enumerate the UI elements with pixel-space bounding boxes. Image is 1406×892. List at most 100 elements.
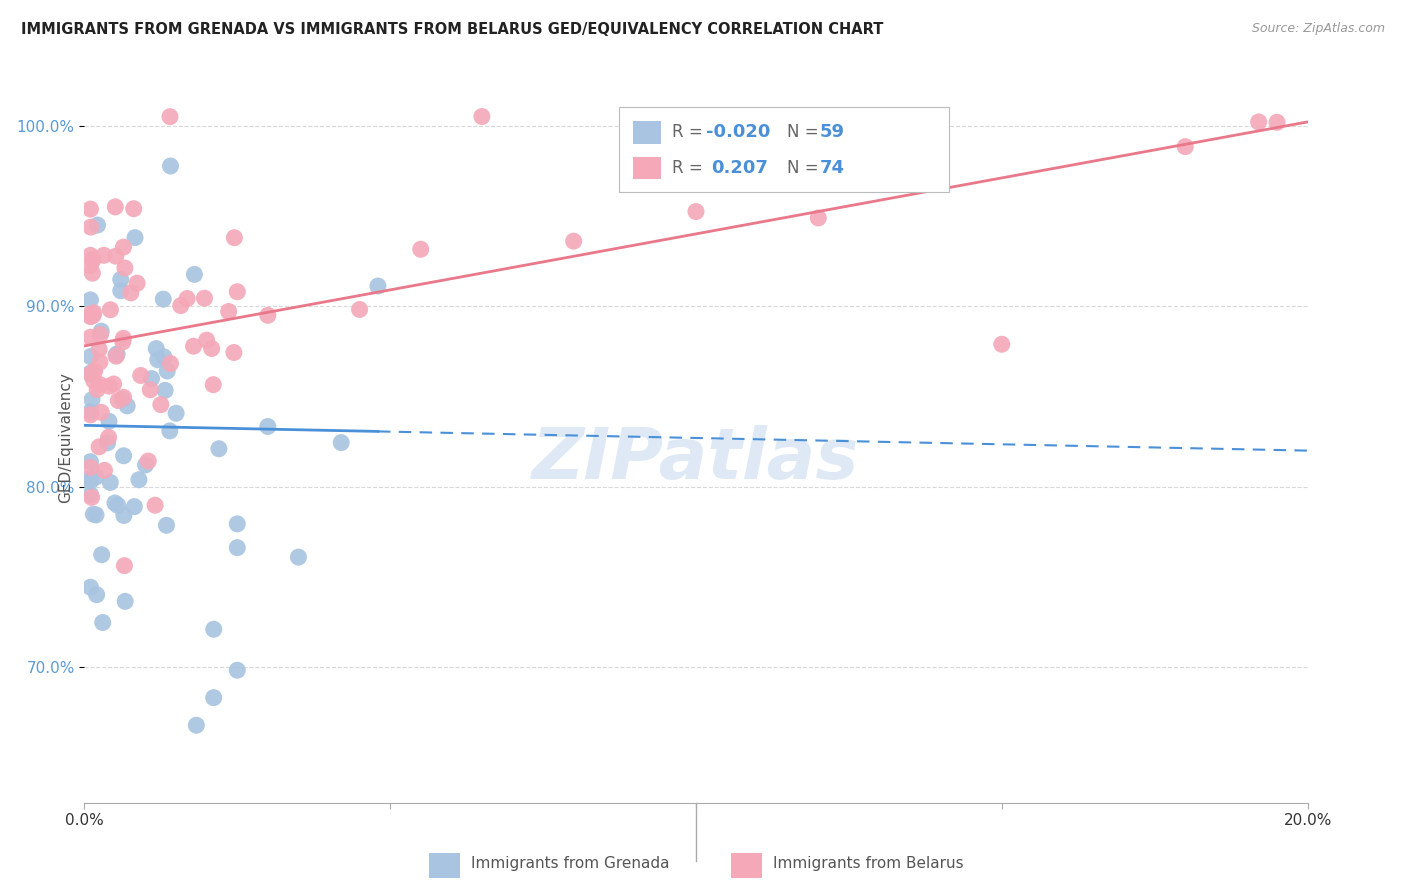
Point	[125, 276, 148, 290]
Point	[89, 355, 111, 369]
Point	[143, 498, 166, 512]
Point	[82, 309, 104, 323]
Point	[79, 487, 101, 501]
Point	[202, 377, 225, 392]
Y-axis label: GED/Equivalency: GED/Equivalency	[58, 372, 73, 502]
Point	[79, 474, 101, 488]
Point	[79, 368, 101, 382]
Point	[136, 454, 159, 468]
Point	[83, 364, 105, 378]
Point	[90, 548, 112, 562]
Point	[104, 496, 127, 510]
Point	[124, 500, 146, 514]
Point	[84, 470, 107, 484]
Point	[80, 392, 103, 407]
Text: Source: ZipAtlas.com: Source: ZipAtlas.com	[1251, 22, 1385, 36]
Point	[79, 310, 101, 324]
Text: -0.020: -0.020	[706, 123, 770, 142]
Point	[86, 383, 108, 397]
Point	[471, 110, 494, 124]
Point	[112, 449, 135, 463]
Point	[193, 291, 215, 305]
Text: N =: N =	[787, 123, 824, 142]
Point	[685, 204, 707, 219]
Point	[79, 472, 101, 486]
Point	[87, 440, 110, 454]
Point	[79, 408, 101, 422]
Point	[202, 690, 225, 705]
Point	[82, 252, 104, 267]
Text: 74: 74	[820, 159, 845, 177]
Point	[165, 406, 187, 420]
Point	[201, 342, 224, 356]
Point	[991, 337, 1014, 351]
Point	[257, 419, 280, 434]
Point	[89, 343, 111, 357]
Point	[146, 352, 169, 367]
Text: ZIPatlas: ZIPatlas	[533, 425, 859, 493]
Point	[155, 518, 177, 533]
Point	[330, 435, 353, 450]
Point	[226, 285, 249, 299]
Point	[159, 357, 181, 371]
Point	[98, 475, 121, 490]
Point	[112, 331, 135, 345]
Point	[105, 348, 128, 362]
Point	[79, 330, 101, 344]
Point	[153, 350, 176, 364]
Point	[1247, 115, 1270, 129]
Point	[176, 292, 198, 306]
Point	[97, 430, 120, 444]
Point	[159, 159, 181, 173]
Point	[226, 663, 249, 677]
Point	[195, 333, 218, 347]
Point	[112, 508, 135, 523]
Point	[80, 308, 103, 322]
Point	[89, 327, 111, 342]
Point	[222, 345, 245, 359]
Point	[111, 334, 134, 349]
Point	[145, 342, 167, 356]
Point	[349, 302, 371, 317]
Point	[208, 442, 231, 456]
Point	[79, 580, 101, 594]
Point	[562, 234, 585, 248]
Point	[86, 218, 108, 232]
Point	[367, 279, 389, 293]
Point	[122, 202, 145, 216]
Point	[98, 414, 121, 428]
Point	[104, 249, 127, 263]
Point	[93, 248, 115, 262]
Point	[79, 202, 101, 216]
Point	[152, 292, 174, 306]
Point	[218, 304, 240, 318]
Point	[112, 558, 135, 573]
Point	[139, 383, 162, 397]
Text: Immigrants from Grenada: Immigrants from Grenada	[471, 856, 669, 871]
Point	[79, 404, 101, 418]
Text: 0.207: 0.207	[711, 159, 768, 177]
Point	[183, 268, 205, 282]
Point	[186, 718, 208, 732]
Point	[110, 272, 132, 286]
Point	[82, 507, 104, 521]
Point	[226, 516, 249, 531]
Point	[80, 491, 103, 505]
Point	[114, 260, 136, 275]
Point	[1265, 115, 1288, 129]
Text: Immigrants from Belarus: Immigrants from Belarus	[773, 856, 965, 871]
Text: IMMIGRANTS FROM GRENADA VS IMMIGRANTS FROM BELARUS GED/EQUIVALENCY CORRELATION C: IMMIGRANTS FROM GRENADA VS IMMIGRANTS FR…	[21, 22, 883, 37]
Point	[183, 339, 205, 353]
Point	[79, 259, 101, 273]
Point	[79, 248, 101, 262]
Point	[105, 349, 128, 363]
Point	[257, 308, 280, 322]
Point	[103, 377, 125, 392]
Point	[105, 347, 128, 361]
Point	[79, 455, 101, 469]
Point	[224, 230, 246, 244]
Point	[80, 220, 103, 235]
Point	[156, 364, 179, 378]
Point	[170, 299, 193, 313]
Point	[83, 374, 105, 388]
